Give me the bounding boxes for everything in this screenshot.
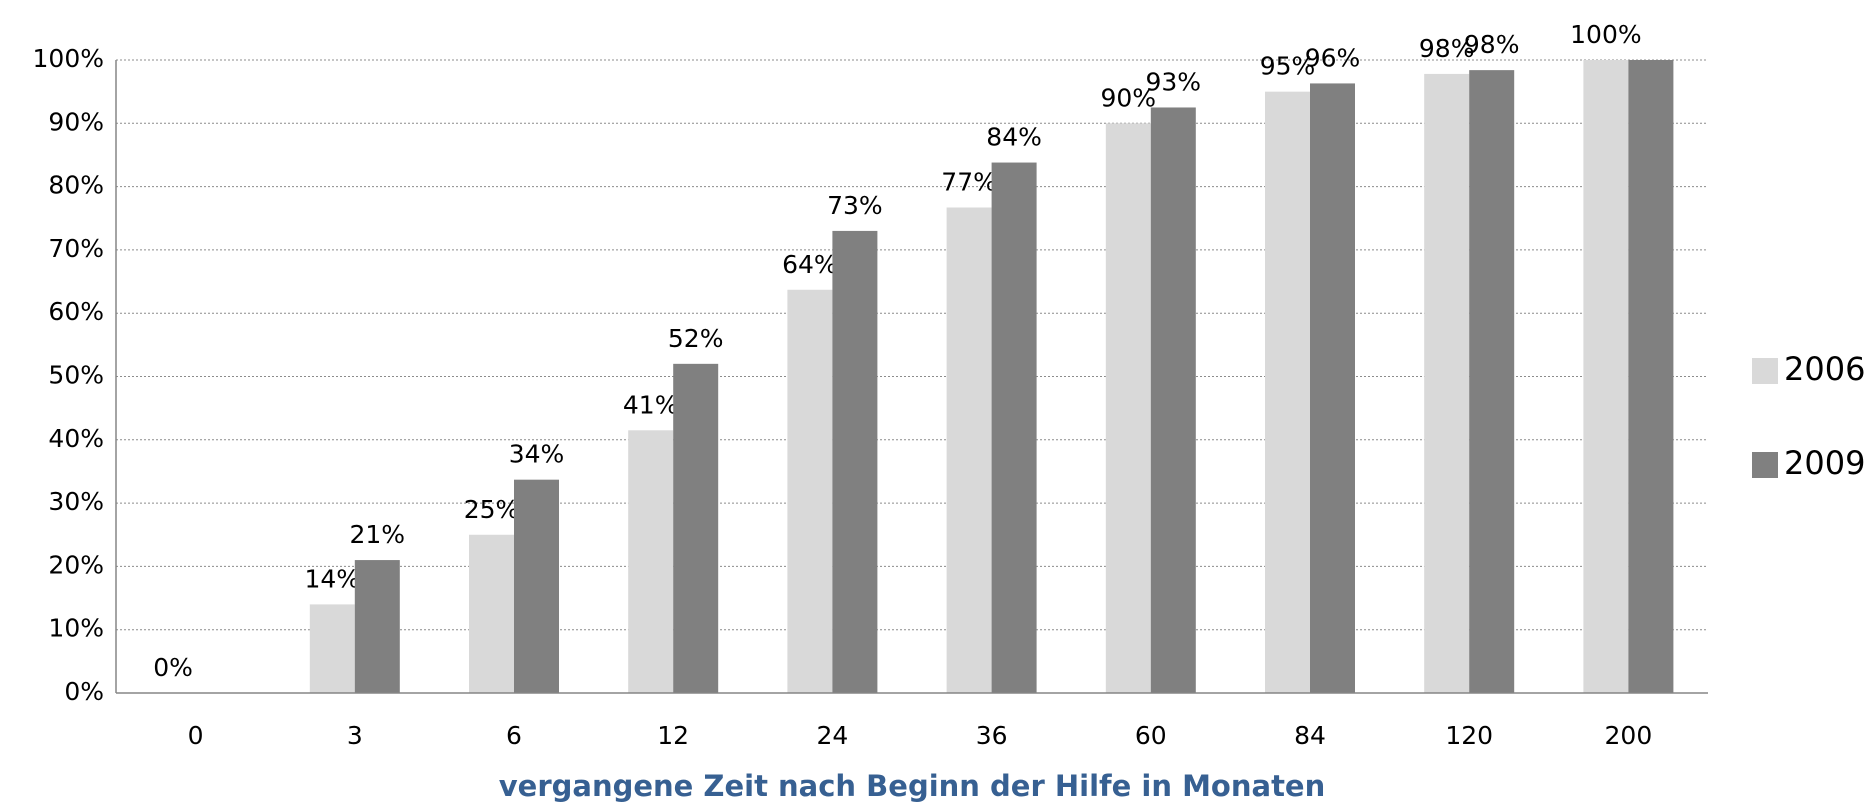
y-tick-label: 20% bbox=[48, 550, 104, 579]
bar bbox=[991, 162, 1037, 693]
bar bbox=[1424, 73, 1470, 693]
y-tick-label: 70% bbox=[48, 234, 104, 263]
data-label: 93% bbox=[1146, 67, 1202, 96]
bar bbox=[469, 534, 514, 693]
bar bbox=[1105, 123, 1151, 694]
data-label: 34% bbox=[509, 440, 565, 469]
bar bbox=[1628, 60, 1674, 693]
bar bbox=[1469, 70, 1515, 694]
bar bbox=[354, 560, 400, 693]
y-tick-label: 100% bbox=[33, 44, 104, 73]
y-tick-label: 30% bbox=[48, 487, 104, 516]
bar bbox=[309, 604, 355, 693]
y-tick-label: 40% bbox=[48, 424, 104, 453]
legend-label: 2009 bbox=[1784, 444, 1865, 482]
data-label: 41% bbox=[623, 390, 679, 419]
data-label: 0% bbox=[153, 653, 193, 682]
x-tick-label: 0 bbox=[188, 721, 204, 750]
bar bbox=[1265, 91, 1310, 693]
x-tick-label: 200 bbox=[1605, 721, 1653, 750]
x-axis-title: vergangene Zeit nach Beginn der Hilfe in… bbox=[499, 769, 1326, 803]
x-tick-label: 120 bbox=[1445, 721, 1493, 750]
bar bbox=[1150, 107, 1196, 694]
bar bbox=[514, 479, 559, 693]
data-label: 73% bbox=[827, 191, 883, 220]
x-tick-label: 36 bbox=[976, 721, 1008, 750]
data-label: 25% bbox=[464, 495, 520, 524]
data-label: 98% bbox=[1419, 34, 1475, 63]
data-label: 21% bbox=[350, 520, 406, 549]
data-label: 14% bbox=[305, 564, 361, 593]
bar bbox=[673, 363, 719, 693]
x-tick-label: 3 bbox=[347, 721, 363, 750]
legend-swatch bbox=[1752, 452, 1778, 478]
bar bbox=[946, 207, 992, 693]
y-tick-label: 80% bbox=[48, 171, 104, 200]
x-tick-label: 84 bbox=[1294, 721, 1326, 750]
x-tick-label: 6 bbox=[506, 721, 522, 750]
x-tick-label: 24 bbox=[816, 721, 848, 750]
bar bbox=[832, 230, 878, 693]
bar bbox=[628, 430, 674, 693]
y-tick-label: 0% bbox=[64, 677, 104, 706]
data-label: 77% bbox=[941, 167, 997, 196]
data-label: 64% bbox=[782, 250, 838, 279]
x-tick-label: 60 bbox=[1135, 721, 1167, 750]
legend-swatch bbox=[1752, 358, 1778, 384]
x-tick-label: 12 bbox=[657, 721, 689, 750]
y-tick-label: 50% bbox=[48, 361, 104, 390]
legend-label: 2006 bbox=[1784, 350, 1865, 388]
data-label: 96% bbox=[1305, 43, 1361, 72]
data-label: 90% bbox=[1101, 83, 1157, 112]
data-label: 84% bbox=[986, 123, 1042, 152]
y-tick-label: 60% bbox=[48, 297, 104, 326]
y-tick-label: 10% bbox=[48, 614, 104, 643]
bar bbox=[1583, 60, 1629, 693]
data-label: 52% bbox=[668, 324, 724, 353]
data-label: 100% bbox=[1570, 20, 1641, 49]
y-tick-label: 90% bbox=[48, 107, 104, 136]
data-label: 95% bbox=[1260, 52, 1316, 81]
bar bbox=[1310, 83, 1355, 693]
data-label: 98% bbox=[1464, 30, 1520, 59]
bar bbox=[787, 289, 833, 693]
